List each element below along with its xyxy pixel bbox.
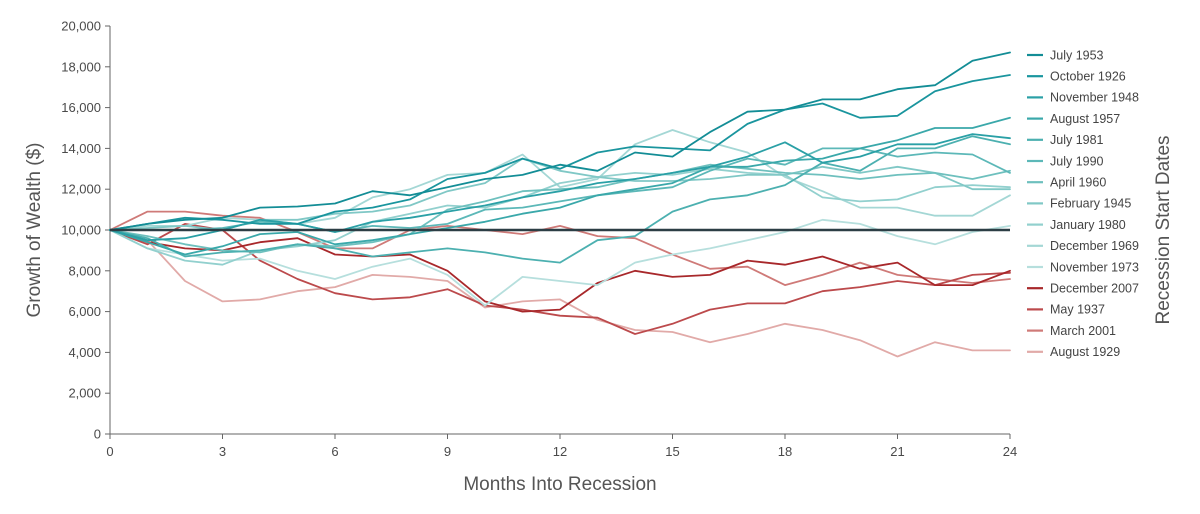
legend-label-november-1948: November 1948 [1050,91,1139,105]
legend-label-december-2007: December 2007 [1050,282,1139,296]
y-tick-label: 16,000 [61,100,101,115]
y-tick-label: 14,000 [61,141,101,156]
series-line-november-1973 [109,218,1011,307]
y-tick-label: 8,000 [68,263,101,278]
series-line-november-1948 [109,133,1011,242]
series-lines [109,51,1011,358]
x-tick-label: 21 [890,444,904,459]
legend-label-july-1990: July 1990 [1050,154,1104,168]
y-tick-label: 0 [94,427,101,442]
x-tick-label: 9 [444,444,451,459]
x-tick-label: 24 [1003,444,1017,459]
y-axis-ticks: 0 2,000 4,000 6,000 8,000 10,000 12,000 14,000 1… [61,19,110,442]
series-line-december-2007 [109,229,1011,313]
legend-label-july-1981: July 1981 [1050,133,1104,147]
x-tick-label: 3 [219,444,226,459]
legend-label-october-1926: October 1926 [1050,70,1126,84]
legend-label-december-1969: December 1969 [1050,239,1139,253]
x-axis-ticks: 0 3 6 9 12 15 18 21 24 [106,434,1017,459]
x-tick-label: 12 [553,444,567,459]
legend-label-january-1980: January 1980 [1050,218,1126,232]
x-tick-label: 6 [331,444,338,459]
legend-label-may-1937: May 1937 [1050,303,1105,317]
series-line-october-1926 [109,74,1011,231]
legend-label-july-1953: July 1953 [1050,48,1104,62]
y-tick-label: 2,000 [68,386,101,401]
legend-label-april-1960: April 1960 [1050,176,1106,190]
legend-label-august-1957: August 1957 [1050,112,1120,126]
legend-label-november-1973: November 1973 [1050,260,1139,274]
y-tick-label: 4,000 [68,345,101,360]
series-line-april-1960 [109,163,1011,254]
x-tick-label: 15 [665,444,679,459]
x-axis-title: Months Into Recession [463,474,656,495]
series-line-august-1957 [109,116,1011,256]
x-tick-label: 18 [778,444,792,459]
legend-label-february-1945: February 1945 [1050,197,1131,211]
y-tick-label: 20,000 [61,19,101,34]
series-line-july-1981 [109,135,1011,264]
legend-title: Recession Start Dates [1153,135,1174,324]
series-line-march-2001 [109,210,1011,287]
legend-label-march-2001: March 2001 [1050,324,1116,338]
series-line-may-1937 [109,222,1011,335]
y-tick-label: 18,000 [61,59,101,74]
y-axis-title: Growth of Wealth ($) [24,143,45,318]
legend: July 1953 October 1926 November 1948 August… [1027,48,1139,359]
y-tick-label: 12,000 [61,182,101,197]
x-tick-label: 0 [106,444,113,459]
y-tick-label: 10,000 [61,223,101,238]
legend-label-august-1929: August 1929 [1050,345,1120,359]
y-tick-label: 6,000 [68,304,101,319]
series-line-july-1953 [109,51,1011,231]
series-line-august-1929 [109,229,1011,358]
